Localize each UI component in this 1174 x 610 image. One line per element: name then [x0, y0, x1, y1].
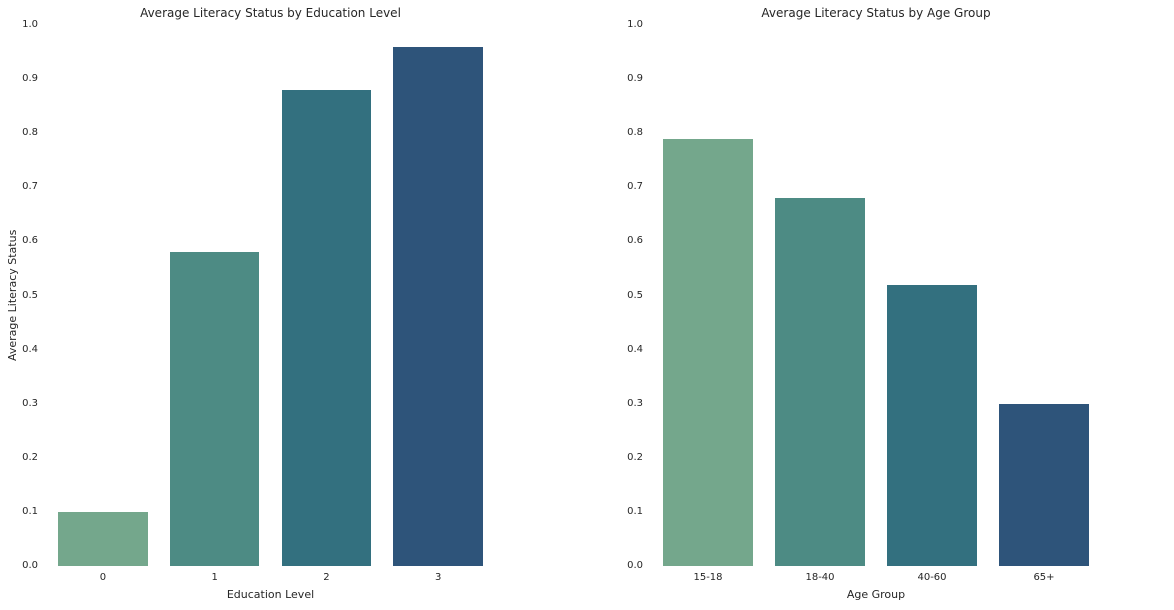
y-axis-label: Average Literacy Status	[6, 229, 19, 362]
y-tick-label: 0.8	[627, 127, 643, 139]
y-tick-label: 0.7	[627, 181, 643, 193]
y-tick-label: 0.9	[627, 73, 643, 85]
y-tick-label: 0.1	[627, 505, 643, 517]
x-tick-label: 3	[434, 572, 442, 583]
bar-0	[58, 511, 148, 566]
y-tick-label: 1.0	[22, 19, 38, 30]
bar-65+	[999, 403, 1089, 566]
y-tick-label: 0.7	[22, 181, 38, 193]
y-tick-label: 1.0	[627, 19, 643, 30]
bar-18-40	[775, 198, 865, 566]
bar-3	[393, 46, 483, 566]
y-tick-label: 0.6	[22, 235, 38, 247]
x-tick-label: 40-60	[917, 572, 947, 583]
chart-title-education-level: Average Literacy Status by Education Lev…	[140, 6, 401, 20]
plot-area-age-group: Age Group 0.0 0.1 0.2 0.3 0.4 0.5 0.6 0.7 0.8 0.9…	[627, 19, 1100, 601]
plot-area-education-level: Education Level 0.0 0.1 0.2 0.3 0.4 0.5 0.6 0.7…	[22, 19, 494, 601]
y-tick-label: 0.3	[627, 397, 643, 409]
x-tick-label: 2	[323, 572, 330, 583]
bar-1	[169, 252, 260, 566]
bar-40-60	[887, 284, 977, 566]
y-tick-label: 0.0	[627, 560, 643, 571]
y-tick-label: 0.4	[22, 343, 38, 355]
x-tick-label: 65+	[1033, 572, 1055, 583]
y-tick-label: 0.5	[22, 289, 38, 301]
y-tick-label: 0.1	[22, 505, 38, 517]
x-tick-label: 0	[99, 572, 107, 583]
chart-title-age-group: Average Literacy Status by Age Group	[761, 6, 991, 20]
y-tick-label: 0.4	[627, 343, 643, 355]
x-tick-label: 15-18	[693, 572, 723, 583]
x-tick-label: 18-40	[805, 572, 835, 583]
x-tick-label: 1	[211, 572, 218, 583]
bar-15-18	[663, 138, 753, 566]
x-axis-label-age-group: Age Group	[846, 588, 906, 601]
y-tick-label: 0.5	[627, 289, 643, 301]
y-tick-label: 0.0	[22, 560, 38, 571]
y-tick-label: 0.2	[22, 451, 38, 463]
x-axis-label-education-level: Education Level	[226, 588, 315, 601]
y-tick-label: 0.3	[22, 397, 38, 409]
bar-2	[281, 89, 372, 566]
y-tick-label: 0.9	[22, 73, 38, 85]
y-tick-label: 0.8	[22, 127, 38, 139]
y-tick-label: 0.6	[627, 235, 643, 247]
y-tick-label: 0.2	[627, 451, 643, 463]
